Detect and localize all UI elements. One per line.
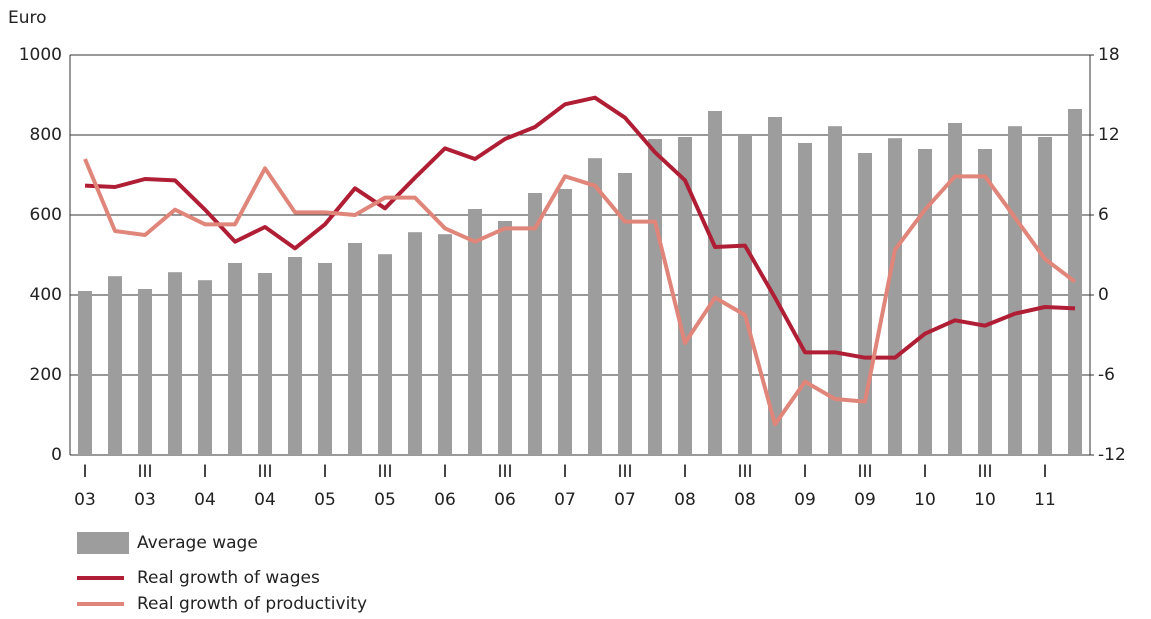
bar [108, 276, 122, 455]
x-tick-year: 07 [554, 490, 576, 510]
x-tick-label: I [202, 462, 207, 482]
x-tick-label: I [1042, 462, 1047, 482]
line [83, 158, 1077, 427]
bar [1008, 126, 1022, 455]
y-tick-label: 800 [30, 125, 62, 145]
x-tick-label: I [442, 462, 447, 482]
bar [1068, 109, 1082, 455]
x-tick-label: III [857, 462, 872, 482]
x-tick-label: I [322, 462, 327, 482]
bar [828, 126, 842, 455]
x-tick-year: 05 [314, 490, 336, 510]
y-tick-label: 600 [30, 205, 62, 225]
bar [378, 254, 392, 455]
x-tick-year: 10 [974, 490, 996, 510]
y2-tick-label: -12 [1098, 445, 1126, 465]
line [84, 95, 1076, 360]
bar [288, 257, 302, 455]
x-tick-label: III [977, 462, 992, 482]
bar [138, 289, 152, 455]
bar [648, 139, 662, 455]
x-tick-label: I [802, 462, 807, 482]
bar [888, 138, 902, 455]
x-tick-year: 06 [434, 490, 456, 510]
y2-tick-label: 12 [1098, 125, 1120, 145]
bar [318, 263, 332, 455]
bar [78, 291, 92, 455]
bar [228, 263, 242, 455]
x-tick-label: III [137, 462, 152, 482]
bar [258, 273, 272, 455]
bar [618, 173, 632, 455]
x-tick-year: 06 [494, 490, 516, 510]
x-tick-year: 05 [374, 490, 396, 510]
bar [768, 117, 782, 455]
x-tick-year: 03 [74, 490, 96, 510]
y2-tick-label: -6 [1098, 365, 1115, 385]
x-tick-year: 11 [1034, 490, 1056, 510]
x-tick-year: 04 [194, 490, 216, 510]
x-tick-year: 08 [734, 490, 756, 510]
bar [738, 135, 752, 455]
legend-label: Real growth of productivity [137, 594, 367, 614]
bar [978, 149, 992, 455]
bar [1038, 137, 1052, 455]
x-tick-year: 04 [254, 490, 276, 510]
x-tick-label: III [737, 462, 752, 482]
bar [168, 272, 182, 455]
bar [678, 137, 692, 455]
y-axis-label: Euro [8, 8, 47, 28]
x-tick-label: I [682, 462, 687, 482]
bar [498, 221, 512, 455]
x-tick-label: I [562, 462, 567, 482]
bar [558, 189, 572, 455]
x-tick-label: III [257, 462, 272, 482]
legend-label: Average wage [137, 533, 258, 553]
bar [408, 232, 422, 455]
bar [588, 158, 602, 455]
y2-tick-label: 6 [1098, 205, 1109, 225]
bar [348, 243, 362, 455]
x-tick-year: 09 [854, 490, 876, 510]
bar [438, 234, 452, 455]
y2-tick-label: 18 [1098, 45, 1120, 65]
x-tick-year: 08 [674, 490, 696, 510]
y-tick-label: 200 [30, 365, 62, 385]
x-tick-year: 03 [134, 490, 156, 510]
x-tick-label: I [922, 462, 927, 482]
y2-tick-label: 0 [1098, 285, 1109, 305]
x-tick-label: III [497, 462, 512, 482]
x-tick-label: III [377, 462, 392, 482]
bar [918, 149, 932, 455]
x-tick-year: 09 [794, 490, 816, 510]
y-tick-label: 1000 [19, 45, 62, 65]
bar [708, 111, 722, 455]
y-tick-label: 400 [30, 285, 62, 305]
bar [858, 153, 872, 455]
x-tick-year: 10 [914, 490, 936, 510]
x-tick-year: 07 [614, 490, 636, 510]
bar [798, 143, 812, 455]
legend-label: Real growth of wages [137, 568, 320, 588]
bar [198, 280, 212, 455]
legend-swatch [77, 532, 129, 554]
bar [948, 123, 962, 455]
bar [528, 193, 542, 455]
bar [468, 209, 482, 455]
x-tick-label: III [617, 462, 632, 482]
x-tick-label: I [82, 462, 87, 482]
y-tick-label: 0 [51, 445, 62, 465]
